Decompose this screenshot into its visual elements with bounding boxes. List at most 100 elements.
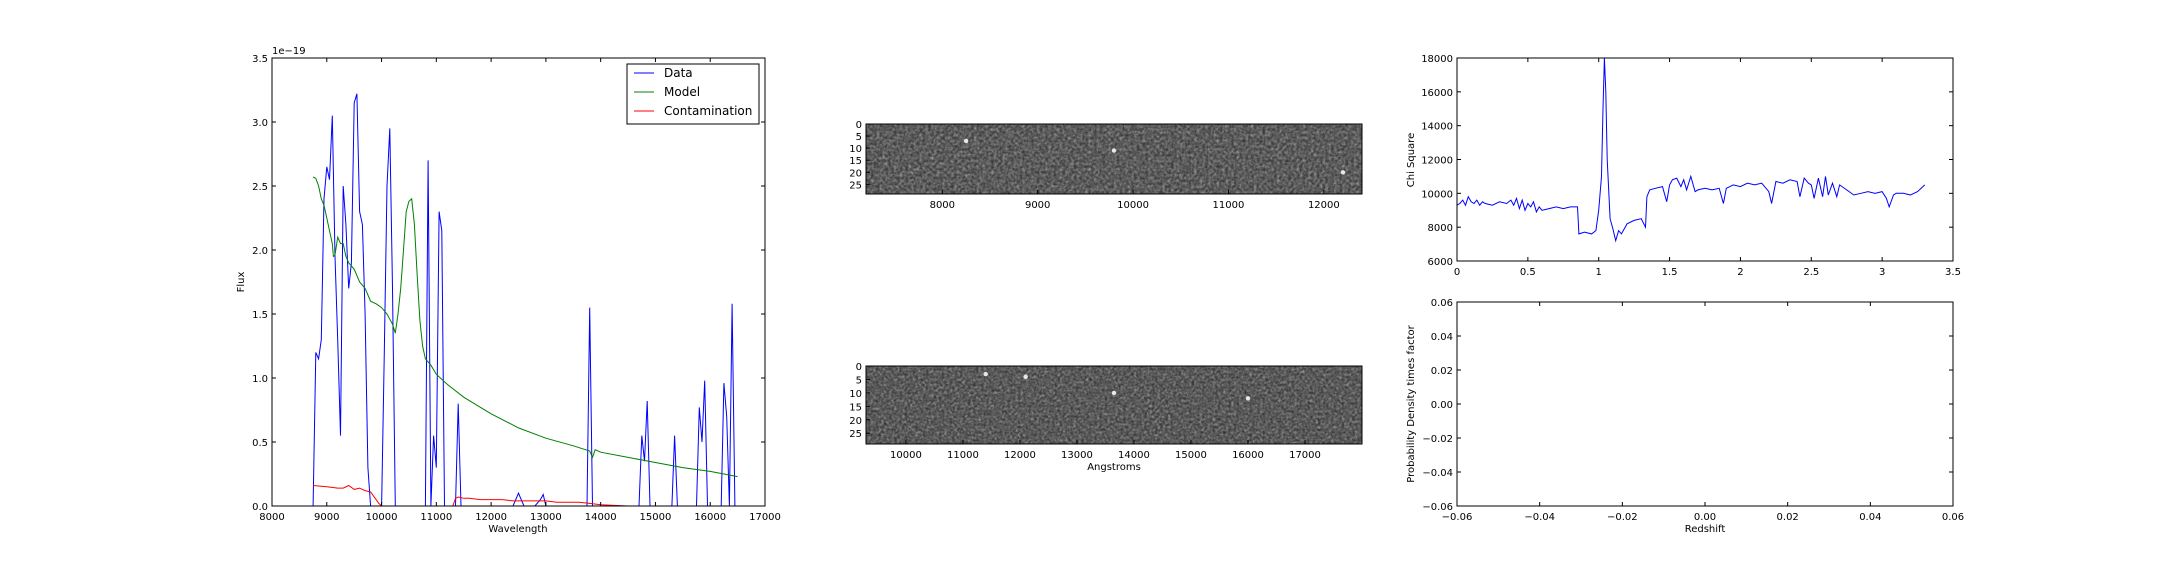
x-tick-label: 0	[1454, 267, 1460, 278]
bright-spot	[1111, 148, 1117, 153]
x-tick-label: 8000	[930, 200, 955, 211]
chi-square-series	[1456, 57, 1926, 243]
image-bottom-noise	[866, 366, 1362, 444]
x-tick-label: 12000	[1004, 450, 1036, 461]
y-tick-label: 0.00	[1431, 400, 1453, 411]
y-tick-label: −0.02	[1422, 434, 1453, 445]
chi-square-x-ticks: 0 0.5 1 1.5 2 2.5 3 3.5	[1454, 58, 1961, 278]
y-tick-label: −0.06	[1422, 502, 1453, 513]
x-tick-label: 0.04	[1859, 512, 1881, 523]
y-tick-label: 1.0	[252, 374, 268, 385]
x-tick-label: 12000	[475, 512, 507, 523]
legend-frame	[626, 63, 760, 125]
y-tick-label: 5	[856, 132, 862, 143]
x-tick-label: 9000	[314, 512, 339, 523]
x-tick-label: 2	[1737, 267, 1743, 278]
y-tick-label: 0.5	[252, 438, 268, 449]
y-tick-label: 3.5	[252, 54, 268, 65]
image-bottom-panel: 10000 11000 12000 13000 14000 15000 16000 17000…	[849, 362, 1363, 473]
image-top-frame	[865, 123, 1363, 195]
chi-square-ylabel: Chi Square	[1406, 133, 1417, 187]
y-tick-label: 10	[849, 144, 862, 155]
x-tick-label: −0.02	[1607, 512, 1638, 523]
y-tick-label: 10	[849, 389, 862, 400]
y-tick-label: 14000	[1421, 122, 1453, 133]
series-line-data	[312, 93, 738, 507]
x-tick-label: 14000	[1118, 450, 1150, 461]
x-tick-label: 12000	[1308, 200, 1340, 211]
x-tick-label: 10000	[366, 512, 398, 523]
y-tick-label: −0.04	[1422, 468, 1453, 479]
y-tick-label: 12000	[1421, 156, 1453, 167]
x-tick-label: 13000	[530, 512, 562, 523]
spectrum-panel: 8000 9000 10000 11000 12000 13000 14000 15000 16…	[236, 46, 781, 535]
x-tick-label: 10000	[890, 450, 922, 461]
y-tick-label: 0.0	[252, 502, 268, 513]
x-tick-label: 0.5	[1520, 267, 1536, 278]
x-tick-label: 3.5	[1945, 267, 1961, 278]
x-tick-label: 0.02	[1777, 512, 1799, 523]
y-tick-label: 2.0	[252, 246, 268, 257]
series-line-contamination	[313, 484, 738, 507]
x-tick-label: 0.06	[1942, 512, 1964, 523]
spectrum-legend: Data Model Contamination	[626, 63, 760, 125]
chi-square-panel: 0 0.5 1 1.5 2 2.5 3 3.5 6000 8000 10000 12000 14000…	[1406, 54, 1961, 278]
probability-y-ticks: −0.06 −0.04 −0.02 0.00 0.02 0.04 0.06	[1422, 298, 1953, 513]
y-tick-label: 6000	[1428, 257, 1453, 268]
probability-panel: −0.06 −0.04 −0.02 0.00 0.02 0.04 0.06 −0.06−0.…	[1406, 298, 1964, 535]
x-tick-label: 9000	[1025, 200, 1050, 211]
bright-spot	[983, 371, 988, 377]
x-tick-label: 17000	[749, 512, 781, 523]
bright-spot	[1340, 170, 1346, 175]
x-tick-label: 16000	[694, 512, 726, 523]
series-line-model	[312, 176, 738, 478]
probability-ylabel: Probability Density times factor	[1406, 324, 1417, 482]
x-tick-label: 3	[1879, 267, 1885, 278]
x-tick-label: 11000	[420, 512, 452, 523]
y-tick-label: 8000	[1428, 223, 1453, 234]
spectrum-x-ticks: 8000 9000 10000 11000 12000 13000 14000 15000 16…	[259, 58, 781, 523]
spectrum-ylabel: Flux	[236, 272, 247, 293]
bright-spot	[1245, 396, 1251, 401]
image-bottom-spots	[983, 371, 1251, 401]
y-tick-label: 0	[856, 362, 862, 373]
spectrum-offset-text: 1e−19	[272, 46, 306, 57]
y-tick-label: 0.04	[1431, 332, 1453, 343]
y-tick-label: 0	[856, 120, 862, 131]
x-tick-label: 8000	[259, 512, 284, 523]
x-tick-label: 10000	[1117, 200, 1149, 211]
spectrum-series	[312, 93, 738, 507]
y-tick-label: 1.5	[252, 310, 268, 321]
legend-label-model: Model	[664, 85, 700, 99]
image-bottom-y-ticks: 0 5 10 15 20 25	[849, 362, 870, 440]
spectrum-xlabel: Wavelength	[488, 524, 547, 535]
image-bottom-xlabel: Angstroms	[1087, 462, 1141, 473]
chi-square-axes-frame	[1456, 57, 1954, 262]
spectrum-y-ticks: 0.0 0.5 1.0 1.5 2.0 2.5 3.0 3.5	[252, 54, 765, 513]
probability-x-ticks: −0.06 −0.04 −0.02 0.00 0.02 0.04 0.06	[1442, 302, 1964, 523]
y-tick-label: 15	[849, 156, 862, 167]
x-tick-label: 11000	[1213, 200, 1245, 211]
y-tick-label: 15	[849, 402, 862, 413]
x-tick-label: 16000	[1232, 450, 1264, 461]
probability-axes-frame	[1456, 301, 1954, 507]
image-bottom-x-ticks: 10000 11000 12000 13000 14000 15000 16000 17000	[890, 440, 1321, 461]
x-tick-label: 15000	[1175, 450, 1207, 461]
x-tick-label: 1.5	[1662, 267, 1678, 278]
y-tick-label: 16000	[1421, 88, 1453, 99]
y-tick-label: 0.02	[1431, 366, 1453, 377]
x-tick-label: −0.06	[1442, 512, 1473, 523]
image-top-spots	[963, 138, 1346, 175]
y-tick-label: 18000	[1421, 54, 1453, 65]
legend-label-data: Data	[664, 66, 693, 80]
y-tick-label: 2.5	[252, 182, 268, 193]
bright-spot	[963, 138, 969, 144]
spectrum-axes-frame	[271, 57, 766, 507]
x-tick-label: 17000	[1289, 450, 1321, 461]
y-tick-label: 0.06	[1431, 298, 1453, 309]
chi-square-y-ticks: 6000 8000 10000 12000 14000 16000 18000	[1421, 54, 1953, 268]
x-tick-label: 11000	[947, 450, 979, 461]
x-tick-label: 14000	[585, 512, 617, 523]
